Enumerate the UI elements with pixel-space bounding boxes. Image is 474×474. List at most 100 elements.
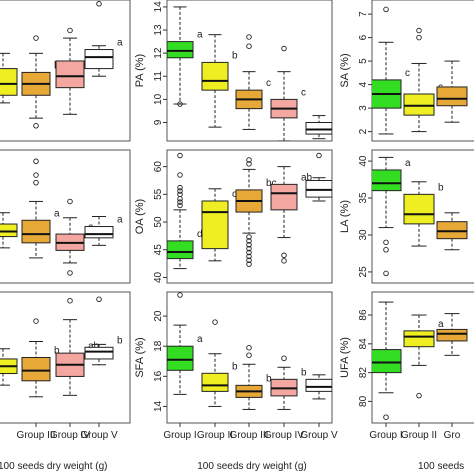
panel-plot-area: b ab b [0, 296, 123, 398]
significance-letter: c [232, 189, 237, 200]
y-tick-label: 82 [358, 367, 369, 379]
y-tick-label: 5 [358, 58, 369, 64]
significance-letter: c [301, 87, 306, 98]
box-group-i: b [372, 301, 411, 420]
box-group-i: a [167, 292, 203, 395]
y-tick-label: 4 [358, 81, 369, 87]
box-group-ii: b [403, 181, 444, 247]
box-iqr [436, 328, 468, 342]
x-tick-label: Group II [401, 430, 437, 441]
significance-letter: a [197, 334, 203, 345]
outlier-point [177, 199, 183, 205]
outlier-point [416, 34, 422, 41]
box-group-i: c [372, 6, 410, 135]
outlier-point [316, 152, 322, 159]
box-group-v: a [84, 215, 123, 246]
box-iqr [84, 226, 114, 239]
box-iqr [167, 41, 194, 59]
significance-letter: d [197, 229, 203, 240]
panel-row2-col1: aaa [0, 149, 131, 284]
box-group-ii [0, 348, 18, 386]
outlier-point [67, 297, 73, 304]
outlier-point [246, 161, 252, 167]
y-tick-label: 13 [153, 24, 164, 36]
outlier-point [246, 352, 252, 358]
box-iqr [167, 345, 194, 371]
x-tick-label: Group III [17, 430, 56, 441]
x-tick-label: Group IV [264, 430, 304, 441]
box-group-iii: b [21, 35, 60, 129]
box-group-iii: b [21, 318, 60, 398]
box-group-iv: ab [270, 166, 313, 264]
outlier-point [281, 252, 287, 259]
y-tick-label: 55 [153, 188, 164, 200]
y-tick-label: 60 [153, 161, 164, 173]
y-axis-label: UFA (%) [339, 337, 351, 378]
box-iqr [0, 68, 18, 96]
x-tick-label: Group I [369, 430, 402, 441]
panel-row1-col3: 2 3 4 5 6 7 SA (%) cc [339, 0, 474, 142]
outlier-point [246, 245, 252, 252]
x-tick-label: Gro [444, 430, 461, 441]
y-tick-label: 14 [153, 1, 164, 13]
x-tick-label: Group II [197, 430, 233, 441]
outlier-point [281, 45, 287, 52]
significance-letter: b [438, 182, 444, 193]
box-iqr [436, 221, 468, 240]
outlier-point [33, 172, 39, 178]
panel-frame [371, 149, 474, 284]
box-group-iv: b [270, 355, 307, 410]
panel-row1-col1: bb a [0, 0, 131, 142]
y-tick-label: 11 [153, 71, 164, 82]
significance-letter: a [117, 215, 123, 226]
outlier-point [246, 238, 252, 244]
y-axis-label: SA (%) [339, 53, 351, 87]
y-tick-label: 10 [153, 93, 164, 105]
panel-plot-area: ba [372, 301, 468, 420]
box-iqr [84, 346, 114, 360]
box-group-v: a [84, 1, 123, 77]
y-tick-label: 2 [358, 128, 369, 134]
box-group-iv: c [270, 45, 306, 141]
panel-plot-area: d c bc ab a [167, 152, 342, 270]
y-axis-label: PA (%) [134, 54, 146, 87]
significance-letter: a [336, 168, 342, 179]
panel-plot-area: aaa [0, 158, 123, 276]
box-group-iii: b [235, 344, 272, 410]
box-group-i: a [167, 6, 203, 107]
box-group-iv: ab [55, 297, 100, 396]
outlier-point [416, 392, 422, 399]
box-iqr [0, 223, 18, 238]
outlier-point [281, 355, 287, 362]
y-tick-label: 9 [153, 119, 164, 125]
box-group-ii: b [201, 34, 238, 128]
y-axis-label: SFA (%) [134, 337, 146, 377]
box-group-iii: c [235, 34, 271, 130]
outlier-point [33, 318, 39, 324]
panel-frame [0, 291, 131, 424]
significance-letter: d [336, 111, 342, 122]
outlier-point [177, 101, 183, 107]
box-iqr [167, 240, 194, 260]
y-tick-label: 50 [153, 216, 164, 228]
outlier-point [177, 196, 183, 202]
panel-plot-area: cc [372, 6, 468, 135]
outlier-point [67, 270, 73, 276]
outlier-point [383, 6, 389, 13]
y-tick-label: 25 [358, 266, 369, 278]
outlier-point [383, 414, 389, 420]
significance-letter: a [438, 319, 444, 330]
outlier-point [177, 188, 183, 194]
box-iqr [305, 179, 332, 198]
outlier-point [246, 253, 252, 260]
box-iqr [201, 200, 229, 250]
outlier-point [177, 202, 183, 209]
panel-plot-area: bb a [0, 1, 123, 129]
box-group-i: d [167, 152, 203, 270]
significance-letter: b [232, 361, 238, 372]
panel-xlabel-col1: 100 seeds dry weight (g) [0, 461, 108, 472]
box-iqr [21, 357, 51, 382]
x-tick-label: Group V [80, 430, 118, 441]
significance-letter: c [266, 78, 271, 89]
